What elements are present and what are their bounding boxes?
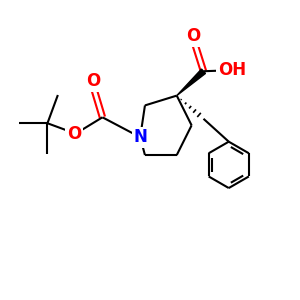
Text: O: O [67,125,81,143]
Text: OH: OH [218,61,246,79]
Text: O: O [186,28,200,46]
Text: N: N [133,128,147,146]
Text: O: O [86,72,101,90]
Polygon shape [177,69,206,96]
